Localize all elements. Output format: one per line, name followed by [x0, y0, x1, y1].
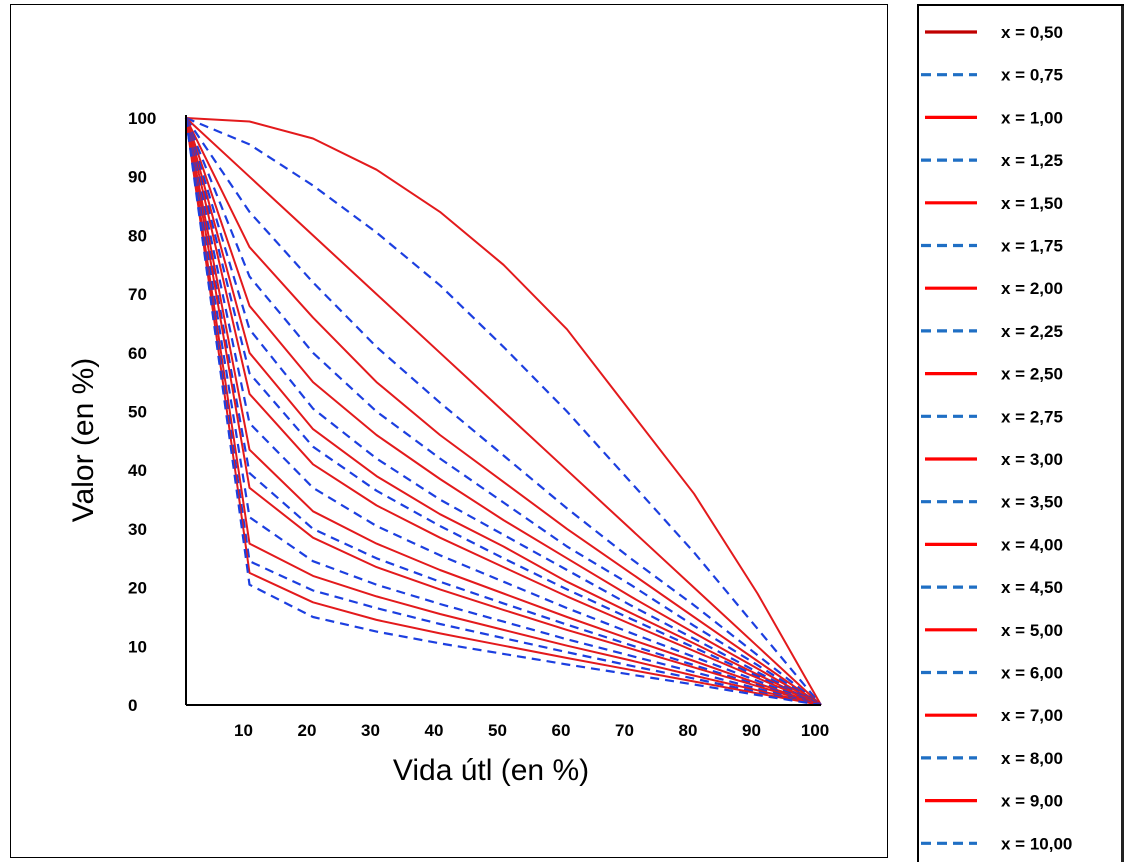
x-tick-label: 80: [679, 721, 698, 740]
legend-item: x = 1,50: [925, 194, 1063, 213]
legend-item: x = 1,75: [921, 237, 1063, 256]
y-tick-label: 0: [128, 696, 137, 715]
y-tick-label: 40: [128, 461, 147, 480]
y-tick-label: 50: [128, 403, 147, 422]
x-tick-label: 60: [552, 721, 571, 740]
legend-label: x = 8,00: [1001, 749, 1063, 768]
x-tick-labels: 10 20 30 40 50 60 70 80 90 100: [234, 721, 829, 740]
legend-label: x = 6,00: [1001, 664, 1063, 683]
legend-item: x = 0,50: [925, 23, 1063, 42]
series-line-3: [185, 117, 822, 706]
legend-label: x = 10,00: [1001, 834, 1072, 853]
series-line-7: [184, 117, 822, 706]
y-axis-title: Valor (en %): [67, 358, 100, 523]
x-tick-label: 70: [615, 721, 634, 740]
legend-label: x = 0,50: [1001, 23, 1063, 42]
x-tick-label: 90: [742, 721, 761, 740]
legend-label: x = 2,25: [1001, 322, 1063, 341]
legend-label: x = 2,00: [1001, 279, 1063, 298]
legend-item: x = 9,00: [925, 792, 1063, 811]
series-line-12: [185, 117, 822, 706]
legend-label: x = 1,75: [1001, 237, 1063, 256]
series-line-19: [184, 117, 822, 707]
legend-item: x = 2,25: [921, 322, 1063, 341]
legend-label: x = 0,75: [1001, 66, 1063, 85]
legend-label: x = 1,00: [1001, 108, 1063, 127]
legend-item: x = 3,00: [925, 450, 1063, 469]
y-tick-label: 60: [128, 344, 147, 363]
series-line-1: [185, 116, 822, 706]
series-line-0: [185, 117, 822, 706]
series-line-4: [185, 117, 822, 706]
legend-item: x = 4,00: [925, 535, 1063, 554]
legend-label: x = 2,50: [1001, 365, 1063, 384]
series-line-14: [185, 117, 822, 706]
series-line-8: [185, 117, 822, 706]
series-line-5: [184, 117, 822, 706]
y-tick-label: 10: [128, 637, 147, 656]
series-layer: [184, 116, 822, 707]
series-line-9: [184, 117, 822, 707]
legend-label: x = 9,00: [1001, 792, 1063, 811]
y-tick-label: 80: [128, 226, 147, 245]
legend-item: x = 2,75: [921, 407, 1063, 426]
series-line-2: [185, 117, 822, 706]
series-line-15: [184, 117, 822, 707]
series-line-11: [184, 117, 822, 707]
legend-label: x = 3,00: [1001, 450, 1063, 469]
legend-item: x = 1,00: [925, 108, 1063, 127]
legend-label: x = 1,25: [1001, 151, 1063, 170]
legend-item: x = 4,50: [921, 578, 1063, 597]
series-line-6: [185, 117, 822, 706]
y-tick-label: 70: [128, 285, 147, 304]
legend-label: x = 7,00: [1001, 706, 1063, 725]
legend-item: x = 1,25: [921, 151, 1063, 170]
series-line-17: [184, 117, 822, 707]
legend: x = 0,50 x = 0,75 x = 1,00 x = 1,25 x = 1,50…: [921, 23, 1072, 853]
legend-label: x = 4,50: [1001, 578, 1063, 597]
x-tick-label: 100: [801, 721, 829, 740]
legend-item: x = 10,00: [921, 834, 1072, 853]
legend-label: x = 5,00: [1001, 621, 1063, 640]
y-tick-label: 100: [128, 109, 156, 128]
x-axis-title: Vida útl (en %): [393, 754, 589, 787]
legend-label: x = 1,50: [1001, 194, 1063, 213]
legend-item: x = 2,00: [925, 279, 1063, 298]
legend-item: x = 8,00: [921, 749, 1063, 768]
legend-item: x = 7,00: [925, 706, 1063, 725]
x-tick-label: 10: [234, 721, 253, 740]
legend-panel: x = 0,50 x = 0,75 x = 1,00 x = 1,25 x = 1,50…: [917, 4, 1124, 862]
line-chart: 0 10 20 30 40 50 60 70 80 90 100 10 20 30 40 50 60 70 80 9…: [67, 109, 829, 787]
legend-label: x = 4,00: [1001, 535, 1063, 554]
legend-item: x = 3,50: [921, 493, 1063, 512]
series-line-13: [184, 117, 822, 707]
x-tick-label: 40: [425, 721, 444, 740]
legend-item: x = 2,50: [925, 365, 1063, 384]
legend-item: x = 0,75: [921, 66, 1063, 85]
y-tick-labels: 0 10 20 30 40 50 60 70 80 90 100: [128, 109, 156, 715]
x-tick-label: 20: [298, 721, 317, 740]
series-line-16: [185, 117, 822, 706]
y-tick-label: 30: [128, 520, 147, 539]
y-tick-label: 20: [128, 579, 147, 598]
legend-item: x = 6,00: [921, 664, 1063, 683]
legend-item: x = 5,00: [925, 621, 1063, 640]
x-tick-label: 30: [361, 721, 380, 740]
x-tick-label: 50: [488, 721, 507, 740]
y-tick-label: 90: [128, 168, 147, 187]
chart-panel: 0 10 20 30 40 50 60 70 80 90 100 10 20 30 40 50 60 70 80 9…: [10, 4, 888, 858]
series-line-18: [185, 117, 822, 706]
legend-label: x = 2,75: [1001, 407, 1063, 426]
legend-label: x = 3,50: [1001, 493, 1063, 512]
series-line-10: [185, 117, 822, 706]
